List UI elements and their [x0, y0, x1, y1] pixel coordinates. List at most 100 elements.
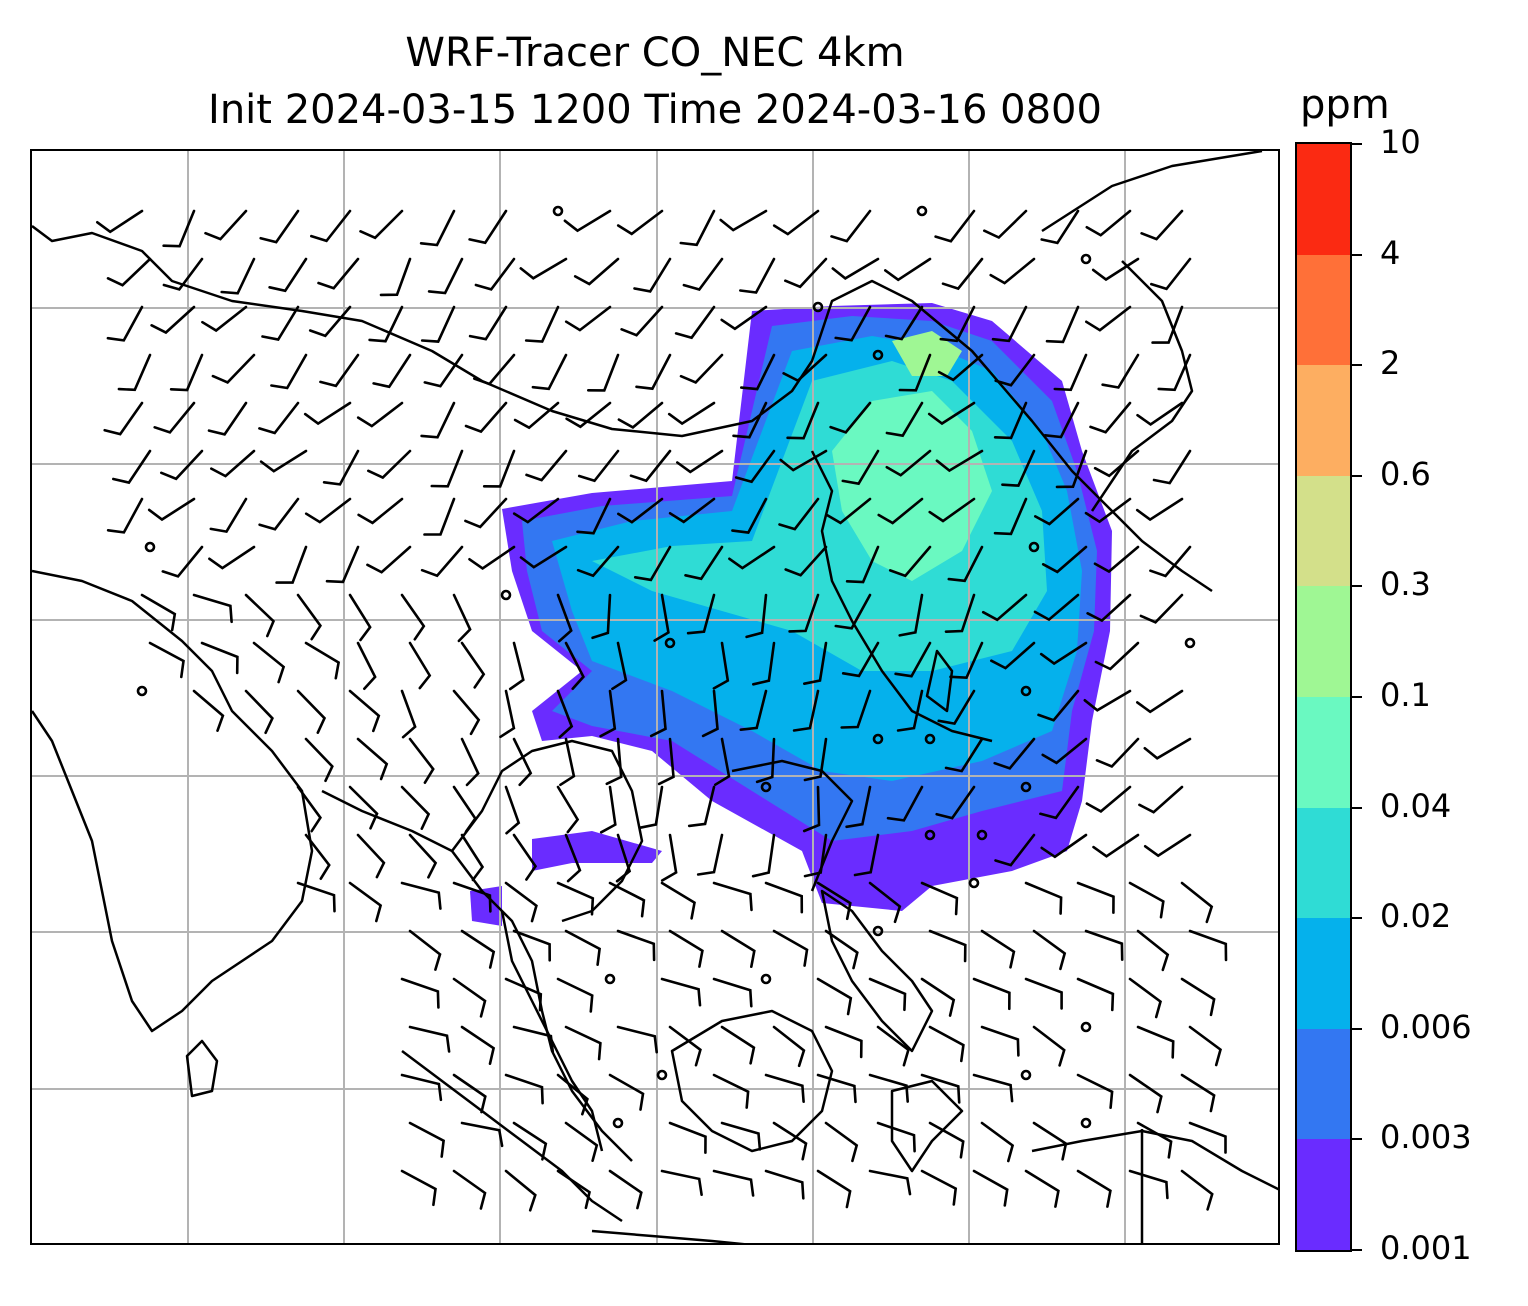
wind-barb: [779, 449, 828, 472]
wind-barb: [1040, 209, 1080, 245]
wind-barb: [934, 209, 976, 243]
wind-barb: [259, 449, 308, 473]
wind-barb: [696, 833, 724, 876]
wind-barb: [140, 593, 177, 632]
wind-barb: [1095, 737, 1140, 769]
calm-wind-marker: [872, 733, 884, 745]
wind-barb: [296, 785, 322, 833]
wind-barb: [816, 1073, 857, 1104]
colorbar-tick: [1352, 585, 1362, 588]
wind-barb: [792, 689, 820, 732]
wind-barb: [937, 353, 984, 382]
wind-barb: [1149, 545, 1192, 578]
wind-barb: [605, 737, 623, 786]
wind-barb: [359, 209, 404, 240]
colorbar-tick: [1352, 806, 1362, 809]
wind-barb: [427, 257, 464, 295]
wind-barb: [937, 689, 976, 726]
wind-barb: [981, 593, 1028, 622]
wind-barb: [668, 929, 704, 968]
wind-barb: [611, 641, 628, 691]
wind-barb: [649, 689, 667, 738]
wind-barb: [841, 449, 880, 486]
wind-barb: [928, 929, 967, 963]
wind-barb: [296, 881, 336, 913]
wind-barb: [1093, 545, 1140, 574]
wind-barb: [556, 785, 580, 834]
wind-barb: [201, 305, 248, 333]
wind-barb: [192, 593, 233, 624]
wind-barb: [379, 257, 412, 297]
wind-barb: [684, 545, 724, 581]
wind-barb: [1101, 353, 1140, 389]
wind-barb: [400, 593, 426, 641]
wind-barb: [452, 977, 487, 1018]
wind-barb: [752, 641, 776, 686]
wind-barb: [258, 497, 300, 531]
wind-barb: [1053, 353, 1088, 392]
wind-barb: [674, 305, 716, 340]
wind-barb: [348, 881, 383, 923]
wind-barb: [834, 305, 872, 342]
wind-barb: [1032, 1025, 1066, 1067]
calm-wind-marker: [1080, 253, 1092, 265]
wind-barb: [304, 833, 331, 880]
wind-barb: [980, 1025, 1020, 1057]
wind-barb: [519, 545, 568, 569]
wind-barb: [1136, 401, 1184, 426]
wind-barb: [993, 401, 1028, 440]
wind-barb: [668, 497, 716, 524]
wind-barb: [816, 1169, 852, 1209]
wind-barb: [210, 449, 256, 478]
wind-barb: [356, 737, 389, 781]
wind-barb: [728, 545, 776, 570]
coastline-indochina: [321, 739, 644, 1162]
wind-barb: [803, 737, 828, 782]
wind-barb: [1039, 641, 1088, 666]
calm-wind-marker: [612, 1117, 624, 1129]
wind-barb: [920, 881, 959, 916]
calm-wind-marker: [924, 829, 936, 841]
wind-barb: [745, 593, 768, 639]
wind-barb: [682, 257, 724, 291]
wind-barb: [980, 929, 1016, 969]
wind-barb: [408, 833, 438, 879]
wind-barb: [563, 209, 612, 233]
wind-barb: [888, 545, 932, 578]
wind-barb: [512, 833, 538, 881]
wind-barb: [972, 977, 1011, 1011]
wind-barb: [1032, 1121, 1068, 1161]
wind-barb: [1001, 449, 1036, 487]
coastlines: [32, 151, 1278, 1243]
colorbar-tick-label: 2: [1380, 344, 1401, 383]
coastline-java: [591, 1229, 745, 1243]
coastline-china-east: [810, 450, 993, 743]
coastline-sumatra: [401, 1050, 623, 1223]
wind-barb: [712, 977, 753, 1008]
wind-barb: [512, 737, 533, 787]
wind-barb: [994, 833, 1036, 867]
wind-barb: [1092, 833, 1140, 858]
wind-barb: [755, 737, 776, 784]
calm-wind-marker: [1080, 1021, 1092, 1033]
wind-barb: [928, 497, 976, 523]
wind-barb: [356, 641, 377, 690]
wind-barb: [660, 833, 678, 882]
wind-barb: [482, 449, 516, 488]
wind-barb: [894, 641, 932, 678]
wind-barb: [739, 689, 768, 731]
wind-barb: [504, 881, 538, 923]
wind-barb: [564, 1121, 599, 1162]
wind-barb: [587, 353, 620, 392]
wind-barb: [96, 209, 144, 234]
calm-wind-marker: [872, 925, 884, 937]
wind-barb: [841, 641, 880, 678]
wind-barb: [207, 401, 248, 436]
wind-barb: [322, 449, 360, 486]
wind-barb: [452, 881, 492, 913]
wind-barb: [825, 497, 872, 525]
wind-barb: [317, 257, 360, 290]
coastline-malay-peninsula: [500, 910, 604, 1152]
wind-barb: [348, 689, 381, 733]
wind-barb: [734, 449, 776, 484]
